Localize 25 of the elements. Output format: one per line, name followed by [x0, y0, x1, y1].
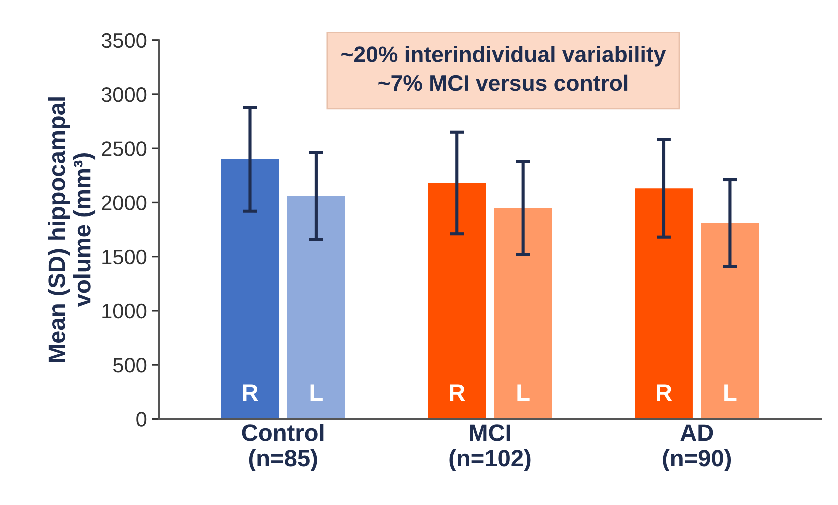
- y-tick-label: 3500: [102, 33, 147, 48]
- y-tick-label: 1000: [102, 304, 147, 319]
- y-tick-label: 500: [113, 358, 147, 373]
- bar: [287, 196, 346, 420]
- x-tick-label: Control (n=85): [242, 424, 324, 472]
- bar: [701, 223, 760, 420]
- x-tick-label: MCI (n=102): [450, 424, 531, 472]
- y-tick-label: 0: [136, 412, 147, 427]
- y-tick-label: 3000: [102, 88, 147, 102]
- bar: [428, 183, 486, 420]
- text: R: [450, 384, 466, 401]
- y-tick-label: 2500: [102, 142, 147, 156]
- y-tick-label: 1500: [102, 250, 147, 265]
- bar: [221, 159, 280, 420]
- annotation: ~20% interindividual variability ~7% MCI versus control: [342, 46, 666, 92]
- series-label: R: [243, 384, 258, 401]
- text: L: [518, 384, 530, 401]
- y-tick-label: 2000: [102, 196, 147, 210]
- series-label: L: [310, 384, 323, 401]
- x-tick-label: AD (n=90): [663, 424, 732, 472]
- y-axis-title: Mean (SD) hippocampal volume (mm³): [48, 98, 96, 362]
- text: R: [657, 384, 672, 401]
- bar: [494, 208, 552, 420]
- text: L: [724, 384, 737, 401]
- bar: [635, 188, 693, 420]
